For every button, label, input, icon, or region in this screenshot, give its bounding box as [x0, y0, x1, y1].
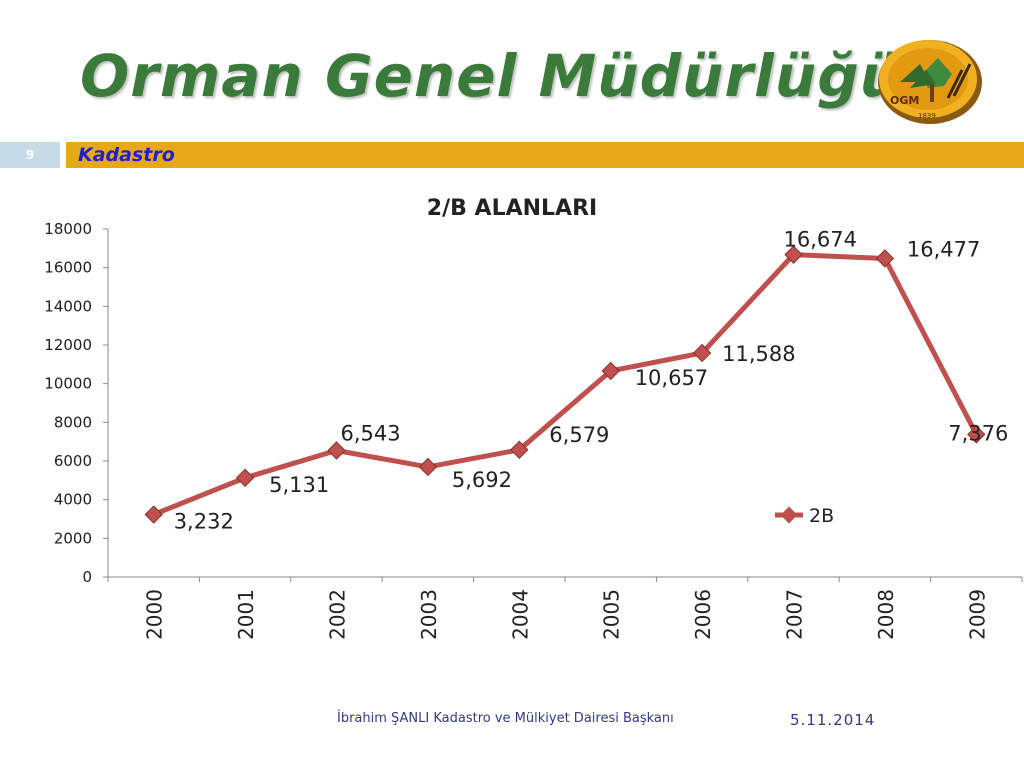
- x-tick-label: 2008: [874, 589, 898, 640]
- data-label: 6,579: [549, 423, 609, 447]
- legend-swatch-marker: [780, 506, 798, 524]
- data-label: 10,657: [635, 366, 708, 390]
- y-tick-label: 16000: [44, 259, 92, 277]
- data-point-marker: [784, 245, 803, 264]
- logo-text: OGM: [890, 94, 919, 107]
- series-line-2b: [152, 252, 979, 517]
- page-title: Orman Genel Müdürlüğü: [80, 42, 903, 110]
- section-bar: Kadastro: [66, 142, 1024, 168]
- y-tick-label: 10000: [44, 375, 92, 393]
- x-tick-label: 2000: [143, 589, 167, 640]
- data-point-marker: [692, 343, 712, 363]
- chart-legend: 2B: [775, 505, 834, 527]
- data-label: 6,543: [341, 422, 401, 446]
- data-label: 5,692: [452, 468, 512, 492]
- legend-label: 2B: [809, 505, 834, 527]
- data-label: 3,232: [174, 510, 234, 534]
- footer-author: İbrahim ŞANLI Kadastro ve Mülkiyet Daire…: [337, 711, 674, 726]
- x-tick-label: 2001: [234, 589, 258, 640]
- data-label: 7,376: [948, 421, 1008, 445]
- x-tick-label: 2004: [508, 589, 532, 640]
- data-label: 16,674: [784, 228, 857, 252]
- footer-date: 5.11.2014: [790, 711, 876, 729]
- x-tick-label: 2009: [965, 589, 989, 640]
- data-label: 5,131: [269, 473, 329, 497]
- ogm-logo: OGM 1839: [878, 40, 982, 124]
- chart-axes: 0 2000 4000 6000 8000 10000 12000 14000 16000 180…: [44, 220, 1023, 640]
- x-tick-label: 2005: [600, 589, 624, 640]
- data-label: 16,477: [907, 237, 980, 261]
- slide-number: 9: [0, 142, 63, 168]
- section-label: Kadastro: [78, 144, 175, 166]
- x-tick-label: 2006: [691, 589, 715, 640]
- y-tick-label: 0: [82, 568, 92, 586]
- chart-title: 2/B ALANLARI: [427, 196, 597, 221]
- slide-number-text: 9: [25, 148, 35, 162]
- data-point-marker: [510, 440, 529, 459]
- y-tick-label: 18000: [44, 220, 92, 238]
- x-tick-label: 2002: [326, 589, 350, 640]
- data-point-marker: [601, 361, 620, 381]
- y-tick-label: 4000: [54, 491, 92, 509]
- x-tick-label: 2007: [783, 589, 807, 640]
- data-point-marker: [967, 425, 986, 444]
- logo-year: 1839: [918, 112, 936, 120]
- chart-series: 3,232 5,131 6,543 5,692 6,579 10,657 11,588 16,…: [144, 228, 1008, 534]
- data-point-marker: [875, 249, 895, 268]
- data-point-marker: [327, 441, 346, 460]
- y-tick-label: 6000: [54, 452, 92, 470]
- data-point-marker: [235, 468, 255, 487]
- y-tick-label: 14000: [44, 297, 92, 315]
- y-tick-label: 8000: [54, 413, 92, 431]
- data-point-marker: [418, 457, 438, 477]
- x-tick-label: 2003: [417, 589, 441, 640]
- y-tick-label: 2000: [54, 529, 92, 547]
- data-point-marker: [144, 505, 163, 524]
- data-label: 11,588: [722, 342, 795, 366]
- y-tick-label: 12000: [44, 336, 92, 354]
